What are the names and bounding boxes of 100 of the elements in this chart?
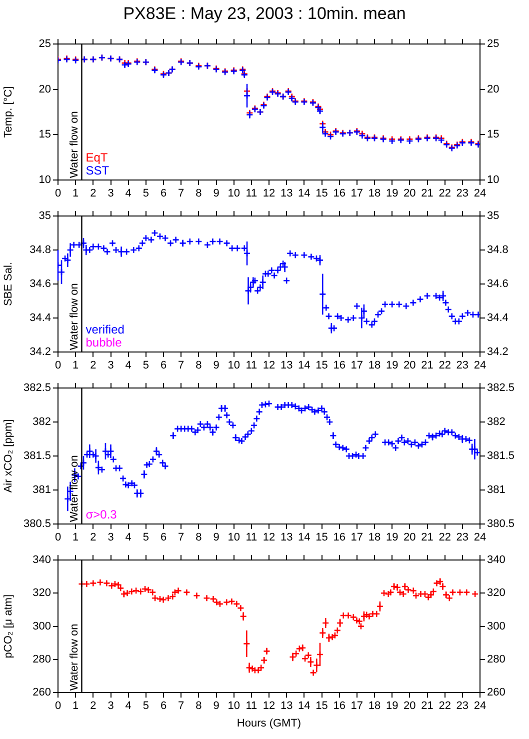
x-tick-label: 11 xyxy=(246,532,258,544)
y-tick-label: 20 xyxy=(38,83,51,96)
x-tick-label: 6 xyxy=(160,700,167,712)
y-tick-label: 34.2 xyxy=(30,346,51,358)
x-tick-label: 11 xyxy=(246,360,258,372)
x-tick-label: 2 xyxy=(90,700,96,712)
x-tick-label: 15 xyxy=(316,188,328,200)
x-tick-label: 23 xyxy=(456,188,469,200)
y-tick-label: 381.5 xyxy=(23,450,51,462)
x-tick-label: 14 xyxy=(298,532,310,544)
x-tick-label: 8 xyxy=(196,188,202,200)
x-tick-label: 3 xyxy=(108,532,114,544)
y2-tick-label: 381 xyxy=(487,484,506,496)
x-tick-label: 4 xyxy=(125,532,132,544)
ref-line-label: Water flow on xyxy=(68,455,80,522)
y2-tick-label: 260 xyxy=(487,686,506,699)
x-tick-label: 6 xyxy=(160,532,167,544)
x-tick-label: 14 xyxy=(298,188,310,200)
y-axis-title: Air xCO₂ [ppm] xyxy=(2,419,15,493)
legend-label: bubble xyxy=(86,335,122,350)
x-tick-label: 17 xyxy=(350,700,364,712)
x-tick-label: 23 xyxy=(456,700,469,712)
x-tick-label: 8 xyxy=(196,700,202,712)
x-tick-label: 20 xyxy=(404,532,416,544)
x-tick-label: 3 xyxy=(108,700,114,712)
x-tick-label: 0 xyxy=(54,532,62,544)
y2-tick-label: 381.5 xyxy=(487,450,515,462)
x-tick-label: 4 xyxy=(125,188,132,200)
x-tick-label: 5 xyxy=(142,188,149,200)
x-tick-label: 6 xyxy=(160,188,167,200)
y-tick-label: 10 xyxy=(38,174,51,186)
y-axis-title: SBE Sal. xyxy=(2,262,15,306)
y2-tick-label: 380.5 xyxy=(487,518,515,530)
x-tick-label: 19 xyxy=(386,532,398,544)
x-tick-label: 7 xyxy=(178,188,184,200)
y-tick-label: 34.8 xyxy=(30,244,51,256)
y2-tick-label: 25 xyxy=(487,38,500,50)
x-tick-label: 13 xyxy=(280,360,293,372)
x-tick-label: 7 xyxy=(178,360,184,372)
x-tick-label: 14 xyxy=(298,360,310,372)
x-tick-label: 16 xyxy=(333,532,346,544)
y-tick-label: 381 xyxy=(32,484,51,496)
x-tick-label: 16 xyxy=(333,700,346,712)
y2-tick-label: 35 xyxy=(487,210,500,222)
y2-tick-label: 300 xyxy=(487,620,506,632)
y-tick-label: 280 xyxy=(32,653,51,666)
x-tick-label: 8 xyxy=(196,532,202,544)
x-tick-label: 2 xyxy=(90,532,96,544)
x-tick-label: 16 xyxy=(333,360,346,372)
x-tick-label: 10 xyxy=(228,188,240,200)
x-tick-label: 22 xyxy=(438,700,451,712)
y2-tick-label: 280 xyxy=(487,653,506,666)
y-axis-title: pCO₂ [μ atm] xyxy=(2,594,15,658)
x-tick-label: 15 xyxy=(316,532,328,544)
x-tick-label: 21 xyxy=(421,360,434,372)
x-tick-label: 4 xyxy=(125,700,132,712)
x-tick-label: 22 xyxy=(438,188,451,200)
ref-line-label: Water flow on xyxy=(68,624,80,691)
y-tick-label: 320 xyxy=(32,587,51,600)
x-tick-label: 17 xyxy=(350,188,364,200)
x-tick-label: 20 xyxy=(404,188,416,200)
x-tick-label: 5 xyxy=(142,360,149,372)
x-tick-label: 2 xyxy=(90,360,96,372)
x-tick-label: 11 xyxy=(246,700,258,712)
ref-line-label: Water flow on xyxy=(68,283,80,350)
ref-line-label: Water flow on xyxy=(68,111,80,178)
x-tick-label: 4 xyxy=(125,360,132,372)
x-tick-label: 10 xyxy=(228,700,240,712)
x-tick-label: 3 xyxy=(108,188,114,200)
x-tick-label: 20 xyxy=(404,700,416,712)
text: verified xyxy=(86,322,124,336)
x-tick-label: 17 xyxy=(350,360,364,372)
y2-tick-label: 34.8 xyxy=(487,244,508,256)
y-tick-label: 34.4 xyxy=(30,312,51,324)
x-tick-label: 22 xyxy=(438,360,451,372)
x-tick-label: 13 xyxy=(280,700,293,712)
x-tick-label: 24 xyxy=(474,188,486,200)
x-tick-label: 16 xyxy=(333,188,346,200)
x-tick-label: 12 xyxy=(262,360,276,372)
x-tick-label: 21 xyxy=(421,700,434,712)
x-tick-label: 1 xyxy=(72,532,79,544)
y-tick-label: 15 xyxy=(38,128,51,141)
legend-label: σ>0.3 xyxy=(86,507,118,522)
x-tick-label: 15 xyxy=(316,700,328,712)
y-tick-label: 380.5 xyxy=(23,518,51,530)
x-tick-label: 5 xyxy=(142,532,149,544)
text: SST xyxy=(86,163,110,178)
x-tick-label: 12 xyxy=(262,188,276,200)
x-tick-label: 15 xyxy=(316,360,328,372)
y-tick-label: 382 xyxy=(32,416,51,428)
x-tick-label: 0 xyxy=(54,700,62,712)
y2-tick-label: 34.2 xyxy=(487,346,508,358)
y-tick-label: 300 xyxy=(32,620,51,632)
chart-title: PX83E : May 23, 2003 : 10min. mean xyxy=(122,3,407,25)
x-tick-label: 3 xyxy=(108,360,114,372)
x-tick-label: 7 xyxy=(178,532,184,544)
x-tick-label: 9 xyxy=(213,188,220,200)
x-tick-label: 21 xyxy=(421,188,434,200)
x-tick-label: 12 xyxy=(262,700,276,712)
y2-tick-label: 340 xyxy=(487,554,506,566)
